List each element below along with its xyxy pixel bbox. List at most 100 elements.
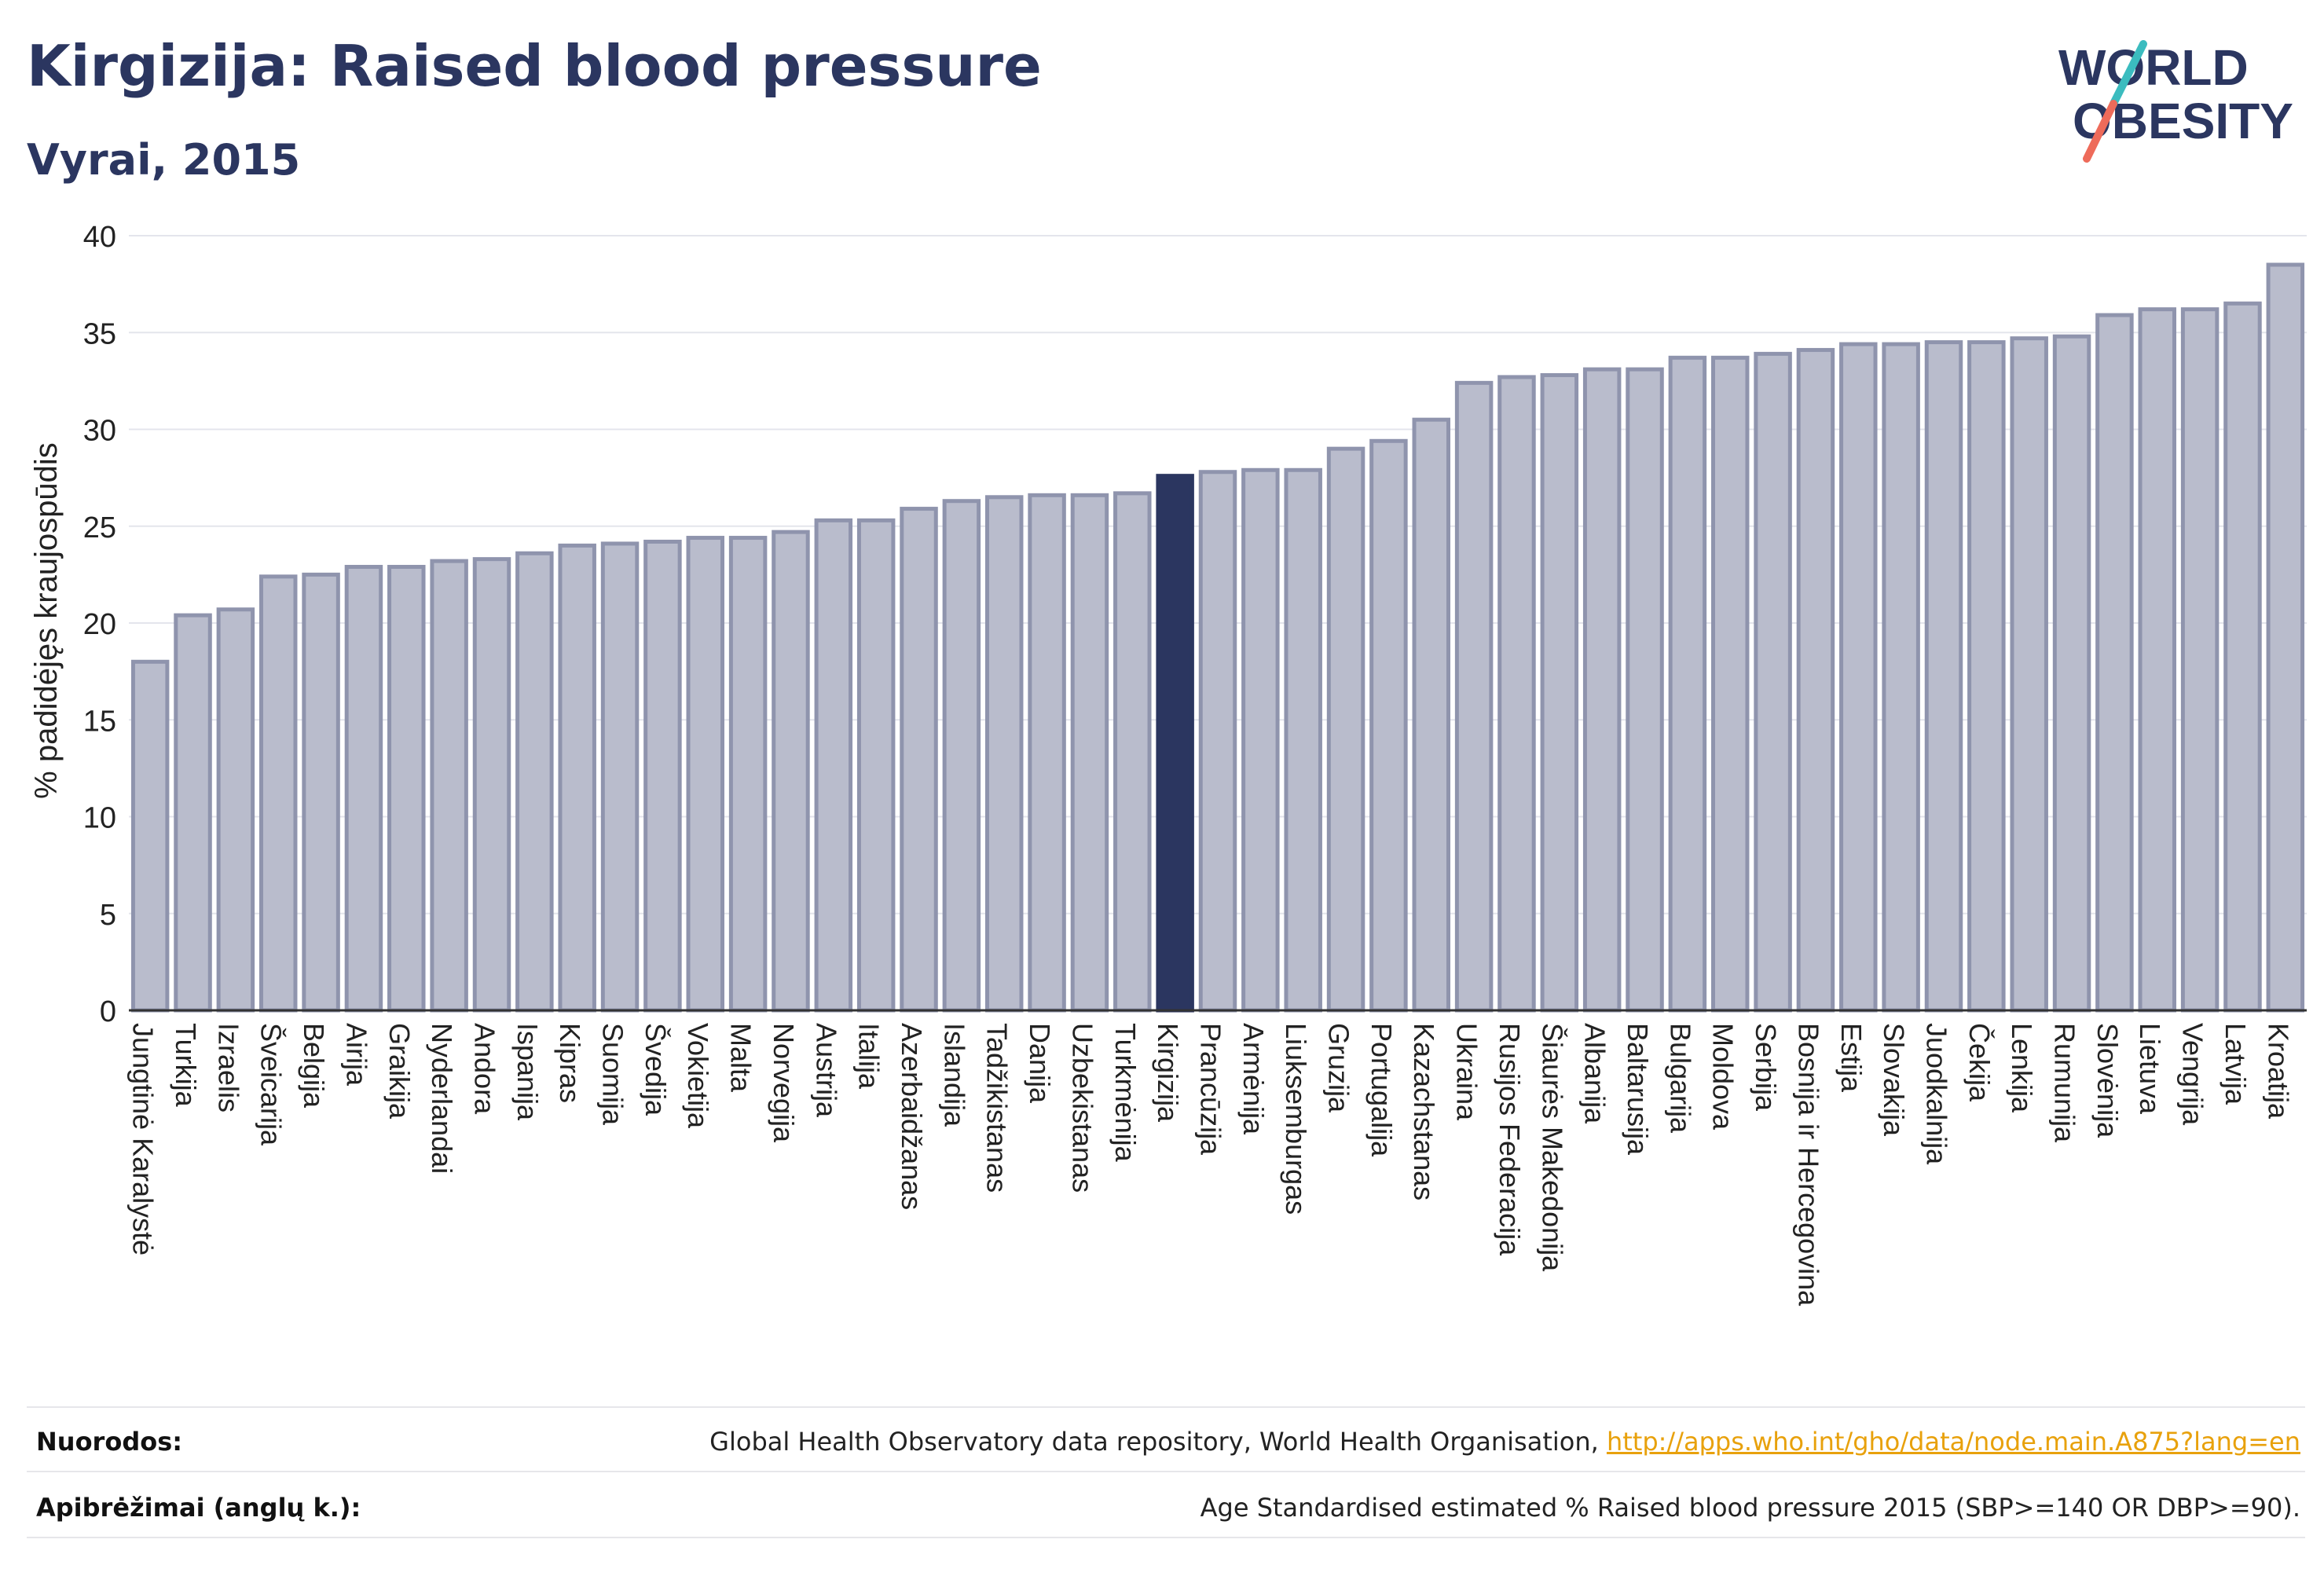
bar-graikija — [387, 565, 426, 1013]
bar-italija — [856, 518, 896, 1013]
bar-izraelis — [216, 607, 255, 1013]
bar-airija — [344, 565, 383, 1013]
bar-lenkija — [2010, 336, 2048, 1013]
y-tick-label: 0 — [100, 995, 116, 1028]
x-tick-label: Belgija — [298, 1023, 330, 1109]
sources-description: Global Health Observatory data repositor… — [709, 1427, 1607, 1457]
x-tick-label: Danija — [1024, 1023, 1056, 1104]
bar-kroatija — [2266, 262, 2305, 1013]
x-tick-label: Portugalija — [1365, 1023, 1398, 1157]
bar-vokietija — [686, 536, 725, 1013]
footer-divider-middle — [27, 1471, 2305, 1472]
x-tick-label: Nyderlandai — [426, 1023, 458, 1174]
x-tick-label: Kirgizija — [1152, 1023, 1184, 1123]
logo-slash-coral — [2083, 100, 2117, 163]
bar-suomija — [600, 541, 640, 1013]
x-tick-label: Liuksemburgas — [1280, 1023, 1312, 1215]
x-tick-label: Lietuva — [2134, 1023, 2166, 1115]
x-tick-label: Vengrija — [2177, 1023, 2209, 1126]
sources-label: Nuorodos: — [36, 1427, 183, 1457]
bar-baltarusija — [1626, 367, 1664, 1013]
x-tick-label: Graikija — [383, 1023, 416, 1120]
x-tick-label: Vokietija — [682, 1023, 714, 1129]
x-tick-label: Turkmėnija — [1109, 1023, 1142, 1163]
x-tick-label: Moldova — [1707, 1023, 1739, 1131]
y-tick-label: 30 — [83, 415, 116, 448]
bar-tadžikistanas — [984, 495, 1024, 1013]
x-tick-label: Rusijos Federacija — [1494, 1023, 1526, 1256]
bar-slovakija — [1882, 342, 1920, 1013]
bar-albanija — [1582, 367, 1622, 1013]
bar-nyderlandai — [430, 559, 468, 1013]
x-tick-label: Čekija — [1963, 1023, 1996, 1102]
x-tick-label: Malta — [725, 1023, 757, 1093]
x-tick-label: Gruzija — [1323, 1023, 1355, 1113]
x-tick-label: Jungtinė Karalystė — [127, 1023, 159, 1255]
y-axis-label: % padidėjęs kraujospūdis — [29, 442, 64, 799]
bar-ispanija — [515, 551, 554, 1013]
x-tick-label: Kipras — [554, 1023, 586, 1103]
x-tick-label: Suomija — [597, 1023, 629, 1126]
bar-portugalija — [1369, 438, 1408, 1013]
bar-layer — [130, 262, 2305, 1013]
x-tick-label: Šveicarija — [255, 1023, 288, 1146]
x-tick-label: Prancūzija — [1194, 1023, 1226, 1156]
bar-bulgarija — [1668, 355, 1707, 1013]
bar-bosnija-ir-hercegovina — [1796, 347, 1835, 1013]
bar-lietuva — [2138, 307, 2177, 1013]
x-tick-label: Turkija — [170, 1023, 202, 1108]
x-tick-label: Bosnija ir Hercegovina — [1792, 1023, 1824, 1307]
footer-divider-top — [27, 1406, 2305, 1408]
y-tick-label: 40 — [83, 221, 116, 254]
bar-azerbaidžanas — [900, 507, 938, 1013]
bar-malta — [728, 536, 768, 1013]
bar-rumunija — [2052, 334, 2091, 1013]
y-tick-label: 15 — [83, 705, 116, 738]
x-tick-label: Estija — [1835, 1023, 1868, 1093]
bar-rusijos-federacija — [1497, 375, 1536, 1013]
definitions-text: Age Standardised estimated % Raised bloo… — [1200, 1493, 2300, 1523]
x-tick-label: Kazachstanas — [1408, 1023, 1440, 1200]
axis-layer: 0 5 10 15 20 25 30 35 40 Jungtinė Karalystė Turkij… — [83, 221, 2307, 1307]
y-tick-label: 20 — [83, 608, 116, 641]
x-tick-label: Slovakija — [1878, 1023, 1910, 1137]
x-tick-label: Tadžikistanas — [981, 1023, 1014, 1193]
x-tick-label: Armėnija — [1237, 1023, 1270, 1135]
bar-šiaurės-makedonija — [1540, 372, 1579, 1013]
x-tick-label: Baltarusija — [1622, 1023, 1654, 1156]
bar-turkija — [174, 613, 212, 1013]
sources-link[interactable]: http://apps.who.int/gho/data/node.main.A… — [1606, 1427, 2300, 1457]
world-obesity-logo: WORLD OBESITY — [2058, 39, 2293, 163]
bar-čekija — [1967, 340, 2006, 1013]
x-tick-label: Norvegija — [768, 1023, 800, 1143]
footer-divider-bottom — [27, 1537, 2305, 1538]
bar-gruzija — [1326, 446, 1365, 1013]
bar-chart: 0 5 10 15 20 25 30 35 40 Jungtinė Karalystė Turkij… — [29, 221, 2307, 1307]
bar-islandija — [942, 499, 981, 1013]
sources-text: Global Health Observatory data repositor… — [709, 1427, 2300, 1457]
y-tick-label: 25 — [83, 511, 116, 544]
chart-title: Kirgizija: Raised blood pressure — [27, 33, 1042, 99]
x-tick-label: Albanija — [1579, 1023, 1611, 1124]
x-tick-label: Izraelis — [212, 1023, 244, 1112]
x-tick-label: Kroatija — [2262, 1023, 2294, 1120]
x-tick-label: Islandija — [938, 1023, 970, 1127]
bar-švedija — [643, 539, 682, 1013]
bar-liuksemburgas — [1284, 467, 1322, 1013]
x-tick-label: Latvija — [2220, 1023, 2252, 1105]
bar-serbija — [1754, 351, 1792, 1013]
y-tick-label: 35 — [83, 317, 116, 350]
bar-turkmėnija — [1113, 491, 1152, 1013]
bar-vengrija — [2180, 307, 2220, 1013]
x-tick-label: Uzbekistanas — [1066, 1023, 1098, 1193]
x-tick-label: Serbija — [1750, 1023, 1782, 1112]
x-tick-label: Bulgarija — [1664, 1023, 1696, 1134]
bar-ukraina — [1454, 380, 1494, 1013]
bar-austrija — [814, 518, 853, 1013]
bar-kipras — [558, 543, 596, 1013]
logo-text-line1: WORLD — [2058, 39, 2249, 96]
bar-andora — [472, 557, 511, 1013]
x-tick-label: Austrija — [810, 1023, 842, 1118]
bar-šveicarija — [258, 574, 298, 1013]
x-tick-label: Ukraina — [1451, 1023, 1483, 1121]
